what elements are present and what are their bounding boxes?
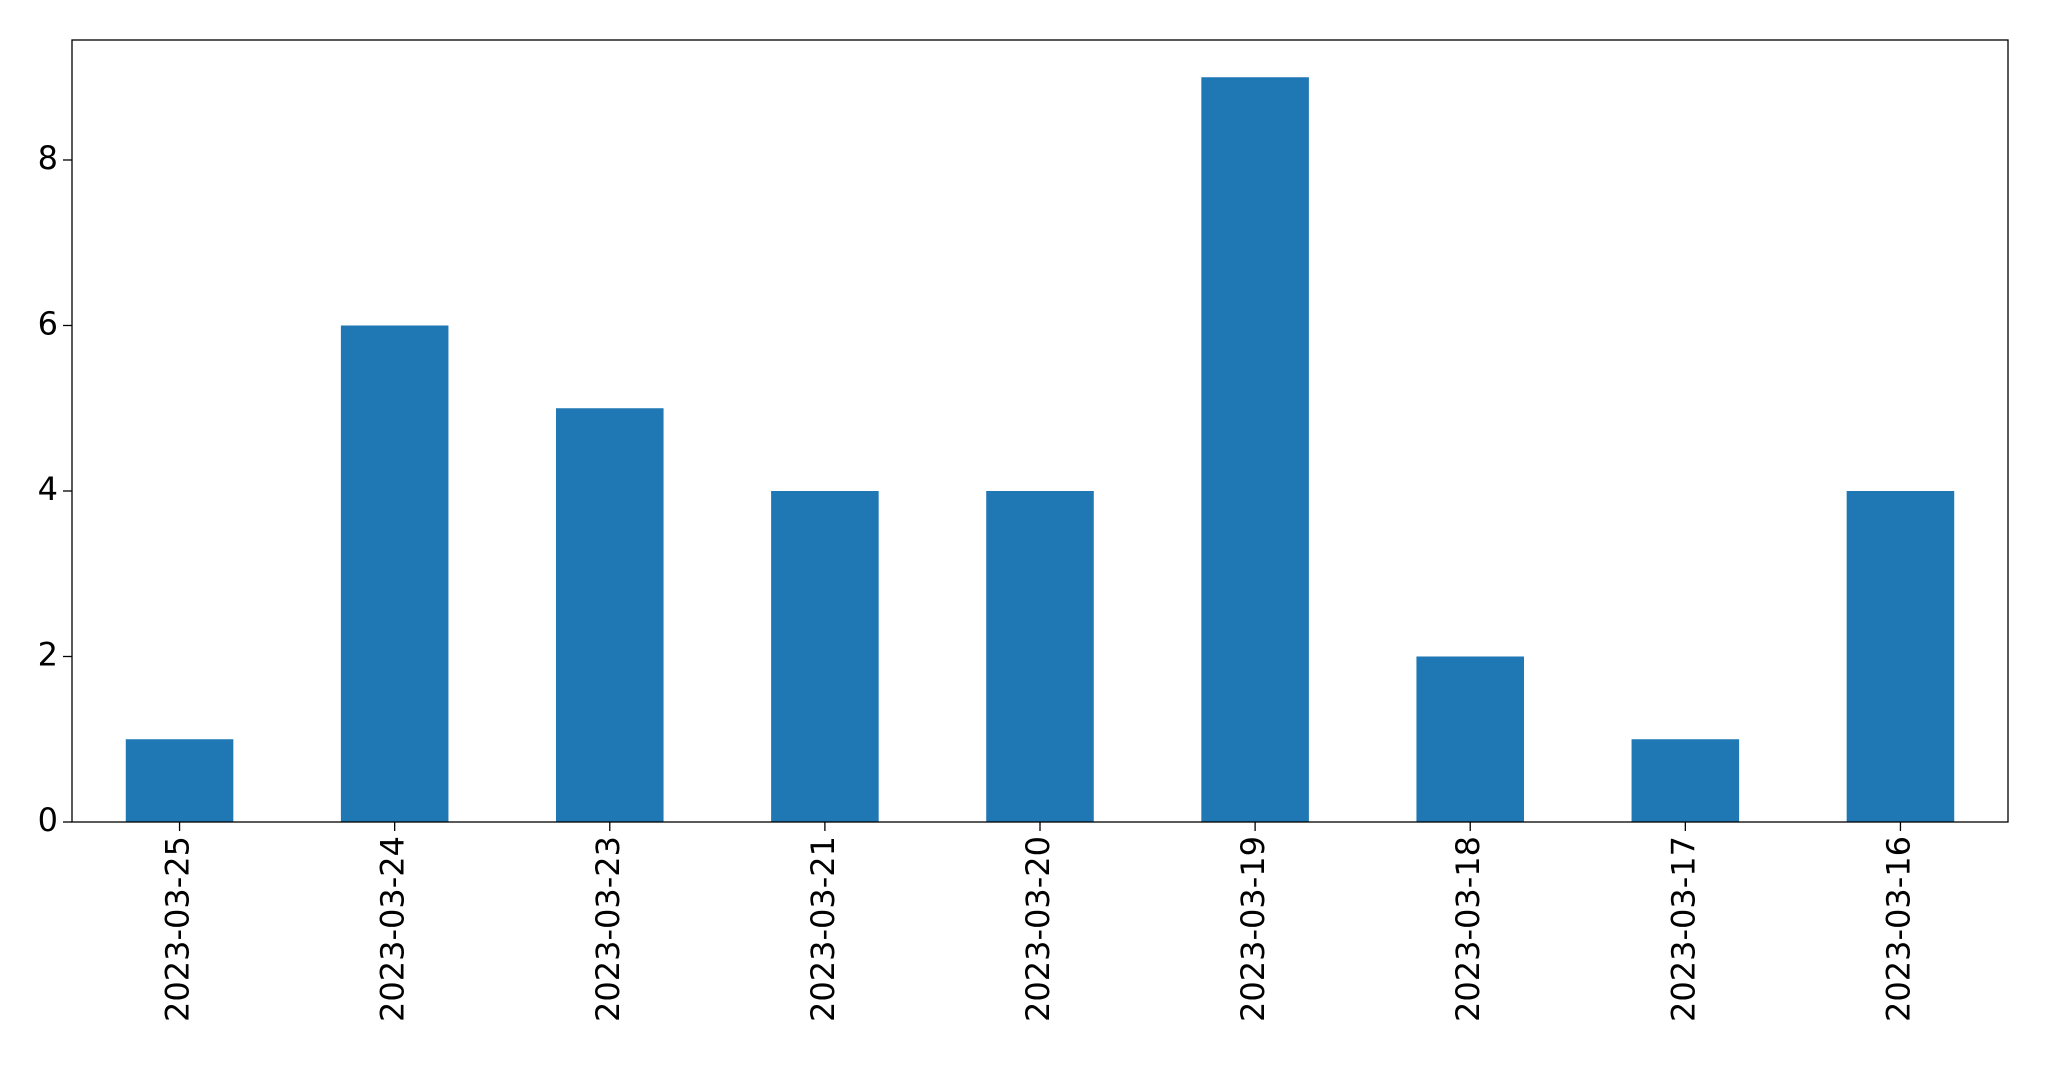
y-tick-label: 4 xyxy=(38,470,58,508)
bar xyxy=(1416,656,1524,822)
x-tick-label: 2023-03-20 xyxy=(1019,836,1057,1022)
x-tick-label: 2023-03-18 xyxy=(1449,836,1487,1022)
bar xyxy=(771,490,879,822)
bar xyxy=(1201,77,1309,822)
y-tick-label: 6 xyxy=(38,304,58,342)
x-tick-label: 2023-03-19 xyxy=(1234,836,1272,1022)
x-tick-label: 2023-03-16 xyxy=(1879,836,1917,1022)
y-tick-label: 0 xyxy=(38,801,58,839)
bar xyxy=(125,739,234,822)
x-tick-label: 2023-03-21 xyxy=(804,836,842,1022)
bar xyxy=(986,490,1094,822)
bar xyxy=(1631,739,1740,822)
bar xyxy=(556,408,664,822)
x-tick-label: 2023-03-17 xyxy=(1664,836,1702,1022)
bar xyxy=(1846,490,1955,822)
x-tick-label: 2023-03-24 xyxy=(374,836,412,1022)
y-tick-label: 2 xyxy=(38,635,58,673)
bar xyxy=(340,325,449,822)
y-tick-label: 8 xyxy=(38,139,58,177)
x-tick-label: 2023-03-25 xyxy=(159,836,197,1022)
plot-frame xyxy=(71,39,2009,823)
x-tick-label: 2023-03-23 xyxy=(589,836,627,1022)
